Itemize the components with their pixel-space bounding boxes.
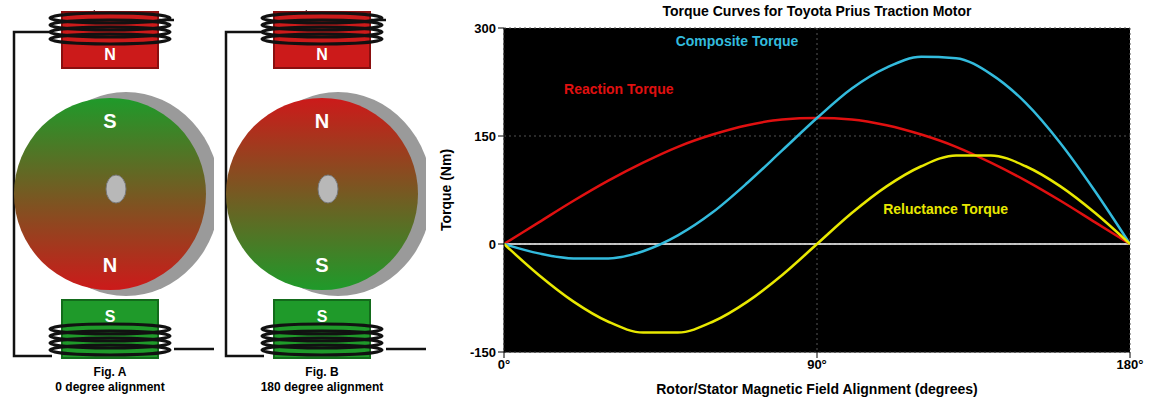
svg-text:0: 0 [489, 237, 496, 252]
svg-text:0 degree alignment: 0 degree alignment [55, 380, 164, 394]
svg-text:Composite Torque: Composite Torque [676, 33, 799, 49]
svg-text:Fig. B: Fig. B [305, 365, 339, 379]
svg-text:300: 300 [474, 22, 496, 36]
svg-text:Fig. A: Fig. A [94, 365, 127, 379]
svg-text:0°: 0° [498, 357, 510, 372]
svg-text:N: N [103, 254, 117, 276]
svg-text:N: N [316, 46, 328, 63]
svg-text:S: S [315, 254, 328, 276]
svg-text:S: S [103, 110, 116, 132]
svg-text:Rotor/Stator Magnetic Field Al: Rotor/Stator Magnetic Field Alignment (d… [656, 381, 978, 397]
svg-text:S: S [317, 308, 328, 325]
svg-text:N: N [104, 46, 116, 63]
svg-text:N: N [315, 110, 329, 132]
svg-text:180°: 180° [1117, 357, 1144, 372]
svg-text:180 degree alignment: 180 degree alignment [261, 380, 384, 394]
svg-text:90°: 90° [807, 357, 827, 372]
svg-text:150: 150 [474, 129, 496, 144]
svg-text:Torque (Nm): Torque (Nm) [438, 149, 454, 231]
html-text:Torque Curves for Toyota Prius: Torque Curves for Toyota Prius Traction … [662, 3, 972, 19]
svg-text:Reluctance Torque: Reluctance Torque [883, 201, 1008, 217]
svg-text:S: S [105, 308, 116, 325]
svg-text:-150: -150 [470, 345, 496, 360]
svg-text:Reaction Torque: Reaction Torque [564, 81, 674, 97]
